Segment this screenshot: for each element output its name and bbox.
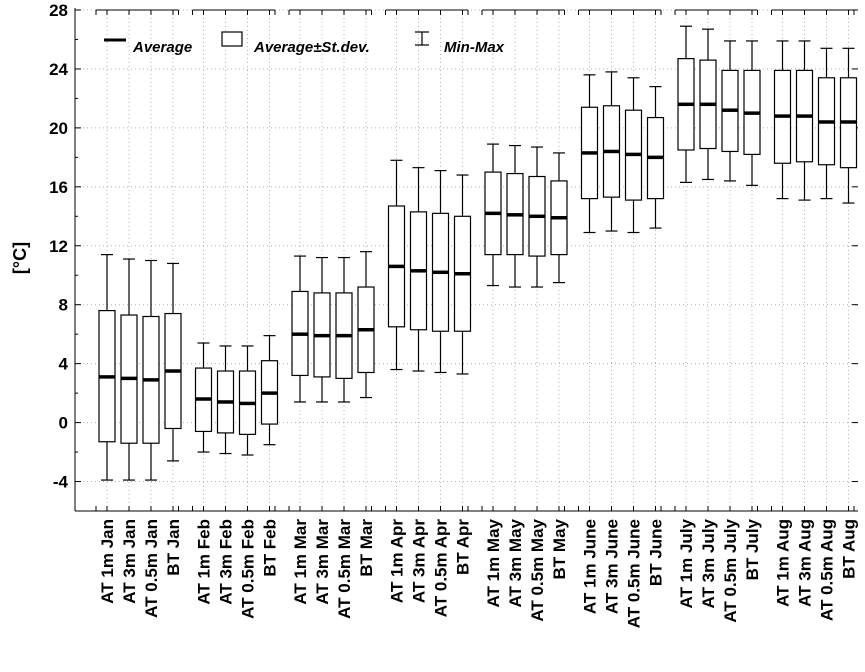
x-tick-label: AT 0.5m Aug [818, 519, 837, 621]
marks-layer [98, 25, 858, 481]
y-tick-label: 16 [49, 178, 68, 197]
x-tick-label: AT 3m Apr [410, 519, 429, 603]
box-at-1m-feb [194, 342, 213, 453]
box-bt-apr [453, 174, 472, 375]
x-tick-label: BT Apr [454, 519, 473, 575]
box-at-0-5m-apr [431, 170, 450, 374]
box-at-0-5m-aug [817, 47, 836, 200]
legend-minmax-swatch [415, 31, 429, 46]
y-tick-label: 12 [49, 237, 68, 256]
x-tick-label: BT Aug [840, 519, 859, 579]
y-tick-label: 0 [59, 414, 68, 433]
legend-average-label: Average [132, 39, 192, 56]
box-at-3m-mar [313, 256, 331, 403]
legend: Average Average±St.dev. Min-Max [104, 31, 505, 56]
x-tick-label: AT 0.5m May [528, 518, 547, 621]
box-bt-mar [357, 251, 375, 399]
y-tick-label: 4 [59, 355, 69, 374]
x-tick-label: AT 0.5m July [721, 518, 740, 622]
x-tick-label: AT 3m May [506, 518, 525, 607]
box-bt-may [550, 152, 568, 284]
x-tick-label: BT Jan [164, 519, 183, 576]
box-at-1m-jan [98, 254, 116, 481]
x-tick-label: BT Mar [357, 519, 376, 577]
x-tick-label: AT 0.5m Mar [335, 519, 354, 619]
x-tick-label: AT 3m Aug [796, 519, 815, 607]
box-at-0-5m-may [528, 146, 546, 288]
x-tick-label: AT 1m Mar [291, 519, 310, 605]
box-at-1m-aug [773, 40, 792, 200]
x-tick-label: AT 0.5m Jan [142, 519, 161, 618]
box-at-0-5m-jan [142, 259, 160, 481]
x-tick-label: AT 1m Apr [388, 519, 407, 603]
x-tick-label: AT 1m Aug [774, 519, 793, 607]
box-bt-june [646, 86, 665, 229]
x-tick-label: AT 3m June [603, 519, 622, 614]
box-at-1m-june [580, 74, 599, 234]
x-tick-label: BT June [647, 519, 666, 586]
x-tick-label: AT 3m Mar [313, 519, 332, 605]
box-at-0-5m-feb [238, 345, 257, 456]
box-at-1m-apr [387, 159, 406, 371]
box-bt-aug [839, 47, 858, 204]
box-at-0-5m-mar [335, 256, 353, 403]
box-bt-jan [164, 262, 182, 462]
box-at-1m-may [484, 143, 502, 287]
box-at-3m-june [602, 71, 621, 232]
x-tick-label: AT 1m May [484, 518, 503, 607]
x-tick-label: AT 1m Jan [98, 519, 117, 604]
box-at-3m-aug [795, 40, 814, 201]
y-tick-label: 24 [49, 60, 68, 79]
x-tick-label: AT 1m June [581, 519, 600, 614]
box-at-0-5m-july [721, 40, 739, 182]
box-at-3m-jan [120, 258, 138, 481]
x-tick-label: AT 3m July [699, 518, 718, 608]
x-tick-label: AT 3m Feb [217, 519, 236, 605]
y-tick-label: 28 [49, 1, 68, 20]
box-at-3m-july [699, 28, 717, 181]
x-tick-label: AT 0.5m Feb [239, 519, 258, 619]
box-at-1m-mar [291, 255, 309, 403]
legend-stdev-swatch [221, 31, 243, 47]
legend-stdev-label: Average±St.dev. [253, 39, 370, 56]
x-tick-label: AT 0.5m Apr [432, 519, 451, 618]
box-at-3m-apr [409, 167, 428, 372]
x-tick-label: BT July [743, 518, 762, 580]
x-tick-label: AT 1m July [677, 518, 696, 608]
box-bt-july [743, 40, 761, 186]
x-tick-label: BT May [550, 518, 569, 579]
x-tick-label: AT 1m Feb [195, 519, 214, 605]
y-tick-label: -4 [53, 473, 69, 492]
y-tick-label: 20 [49, 119, 68, 138]
box-at-3m-feb [216, 345, 235, 455]
y-axis-label: [°C] [10, 242, 30, 274]
legend-minmax-label: Min-Max [444, 39, 505, 56]
y-tick-label: 8 [59, 296, 68, 315]
box-at-3m-may [506, 144, 524, 288]
x-tick-label: BT Feb [261, 519, 280, 577]
box-at-0-5m-june [624, 77, 643, 234]
x-tick-label: AT 0.5m June [625, 519, 644, 628]
box-bt-feb [260, 335, 279, 446]
x-tick-label: AT 3m Jan [120, 519, 139, 604]
box-at-1m-july [677, 25, 695, 184]
